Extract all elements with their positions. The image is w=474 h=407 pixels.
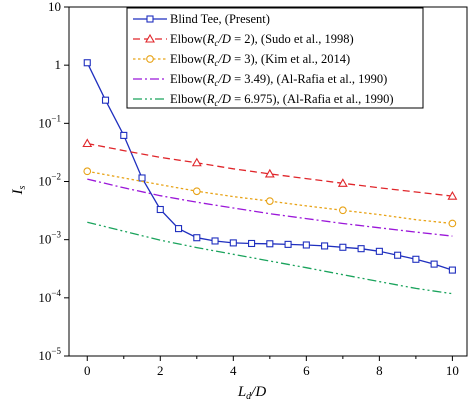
y-tick-label: 10−5 bbox=[38, 346, 61, 363]
data-point bbox=[357, 245, 365, 253]
x-tick-label: 0 bbox=[84, 363, 91, 378]
y-tick-label: 10 bbox=[48, 0, 61, 14]
axis-ticks: 0 2 4 6 8 10 10 1 10−1 10−2 10−3 10−4 10−5 bbox=[38, 0, 458, 378]
data-point bbox=[337, 178, 348, 187]
series-0 bbox=[83, 59, 456, 274]
y-tick-label: 10−4 bbox=[38, 288, 61, 305]
series-2 bbox=[83, 167, 457, 228]
x-tick-label: 8 bbox=[376, 363, 383, 378]
series-line bbox=[87, 178, 453, 237]
y-tick-label: 10−3 bbox=[38, 230, 61, 247]
data-point bbox=[448, 219, 457, 228]
x-tick-label: 10 bbox=[446, 363, 459, 378]
y-axis-title: Is bbox=[10, 185, 28, 195]
data-point bbox=[447, 191, 458, 200]
data-point bbox=[83, 59, 91, 67]
x-axis-title: Ld/D bbox=[237, 384, 267, 402]
series-line bbox=[87, 221, 453, 295]
data-point bbox=[211, 237, 219, 245]
data-point bbox=[83, 167, 92, 176]
data-point bbox=[174, 225, 183, 233]
legend-label: Blind Tee, (Present) bbox=[170, 12, 270, 26]
data-point bbox=[82, 138, 93, 148]
x-tick-label: 6 bbox=[303, 363, 310, 378]
data-point bbox=[265, 197, 274, 205]
data-point bbox=[138, 174, 146, 182]
data-point bbox=[266, 240, 274, 248]
legend-item-0: Blind Tee, (Present) bbox=[133, 12, 270, 26]
legend-item-3: Elbow(Rc/D = 3.49), (Al-Rafia et al., 19… bbox=[133, 72, 387, 88]
y-tick-label: 10−1 bbox=[38, 113, 61, 130]
data-point bbox=[339, 206, 347, 215]
legend-label: Elbow(Rc/D = 2), (Sudo et al., 1998) bbox=[170, 32, 354, 48]
data-point bbox=[146, 55, 154, 63]
legend-item-4: Elbow(Rc/D = 6.975), (Al-Rafia et al., 1… bbox=[133, 92, 394, 108]
x-tick-label: 2 bbox=[157, 363, 164, 378]
data-point bbox=[375, 247, 383, 255]
data-point bbox=[229, 239, 237, 247]
data-point bbox=[302, 241, 310, 249]
data-point bbox=[192, 187, 201, 196]
legend-item-2: Elbow(Rc/D = 3), (Kim et al., 2014) bbox=[133, 52, 350, 68]
y-tick-label: 1 bbox=[55, 57, 62, 72]
data-point bbox=[284, 240, 292, 248]
data-point bbox=[145, 33, 155, 43]
legend-box bbox=[126, 7, 424, 109]
series-line bbox=[87, 170, 453, 225]
data-point bbox=[321, 242, 329, 250]
y-tick-label: 10−2 bbox=[38, 172, 61, 189]
data-point bbox=[412, 255, 420, 263]
legend: Blind Tee, (Present) Elbow(Rc/D = 2), (Su… bbox=[126, 7, 424, 109]
legend-label: Elbow(Rc/D = 3.49), (Al-Rafia et al., 19… bbox=[170, 72, 387, 88]
series-layer bbox=[82, 59, 458, 295]
legend-label: Elbow(Rc/D = 3), (Kim et al., 2014) bbox=[170, 52, 350, 68]
series-3 bbox=[87, 178, 453, 237]
data-point bbox=[156, 205, 164, 214]
data-point bbox=[394, 251, 402, 259]
legend-label: Elbow(Rc/D = 6.975), (Al-Rafia et al., 1… bbox=[170, 92, 394, 108]
series-1 bbox=[82, 138, 458, 200]
data-point bbox=[120, 131, 128, 139]
data-point bbox=[430, 260, 438, 268]
data-point bbox=[191, 157, 202, 167]
data-point bbox=[248, 239, 256, 248]
x-tick-label: 4 bbox=[230, 363, 237, 378]
data-point bbox=[264, 168, 275, 178]
data-point bbox=[146, 15, 154, 23]
data-point bbox=[101, 96, 110, 104]
series-4 bbox=[87, 221, 453, 295]
data-point bbox=[448, 266, 456, 274]
series-line bbox=[87, 142, 453, 197]
data-point bbox=[193, 234, 201, 242]
data-point bbox=[339, 243, 347, 251]
legend-item-1: Elbow(Rc/D = 2), (Sudo et al., 1998) bbox=[133, 32, 354, 48]
